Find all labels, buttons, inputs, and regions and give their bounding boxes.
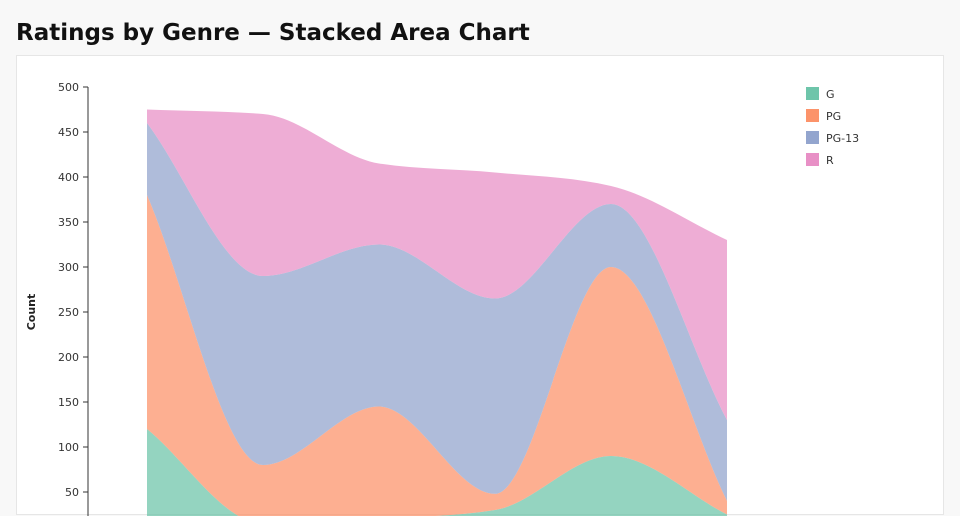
- legend-swatch: [806, 153, 819, 166]
- y-tick-label: 150: [58, 396, 79, 409]
- legend-swatch: [806, 131, 819, 144]
- y-tick-label: 200: [58, 351, 79, 364]
- legend-label: G: [826, 88, 835, 101]
- legend: G PG PG-13 R: [806, 87, 859, 167]
- legend-item-pg-13: PG-13: [806, 131, 859, 145]
- y-tick-label: 50: [65, 486, 79, 499]
- legend-swatch: [806, 109, 819, 122]
- y-tick-label: 500: [58, 81, 79, 94]
- page-title: Ratings by Genre — Stacked Area Chart: [16, 16, 530, 50]
- legend-item-pg: PG: [806, 109, 841, 123]
- legend-label: R: [826, 154, 834, 167]
- y-tick-label: 250: [58, 306, 79, 319]
- legend-label: PG-13: [826, 132, 859, 145]
- legend-label: PG: [826, 110, 841, 123]
- y-tick-label: 100: [58, 441, 79, 454]
- y-axis-title: Count: [25, 294, 38, 331]
- y-axis: 50 100 150 200 250 300 350 400 450 500: [58, 81, 88, 516]
- y-tick-label: 450: [58, 126, 79, 139]
- y-tick-label: 400: [58, 171, 79, 184]
- chart-card: 50 100 150 200 250 300 350 400 450 500 Count G PG P…: [16, 55, 944, 515]
- legend-swatch: [806, 87, 819, 100]
- y-tick-label: 300: [58, 261, 79, 274]
- stacked-area-chart: 50 100 150 200 250 300 350 400 450 500 Count G PG P…: [17, 56, 945, 516]
- legend-item-r: R: [806, 153, 834, 167]
- area-layers: [147, 110, 727, 516]
- legend-item-g: G: [806, 87, 835, 101]
- y-tick-label: 350: [58, 216, 79, 229]
